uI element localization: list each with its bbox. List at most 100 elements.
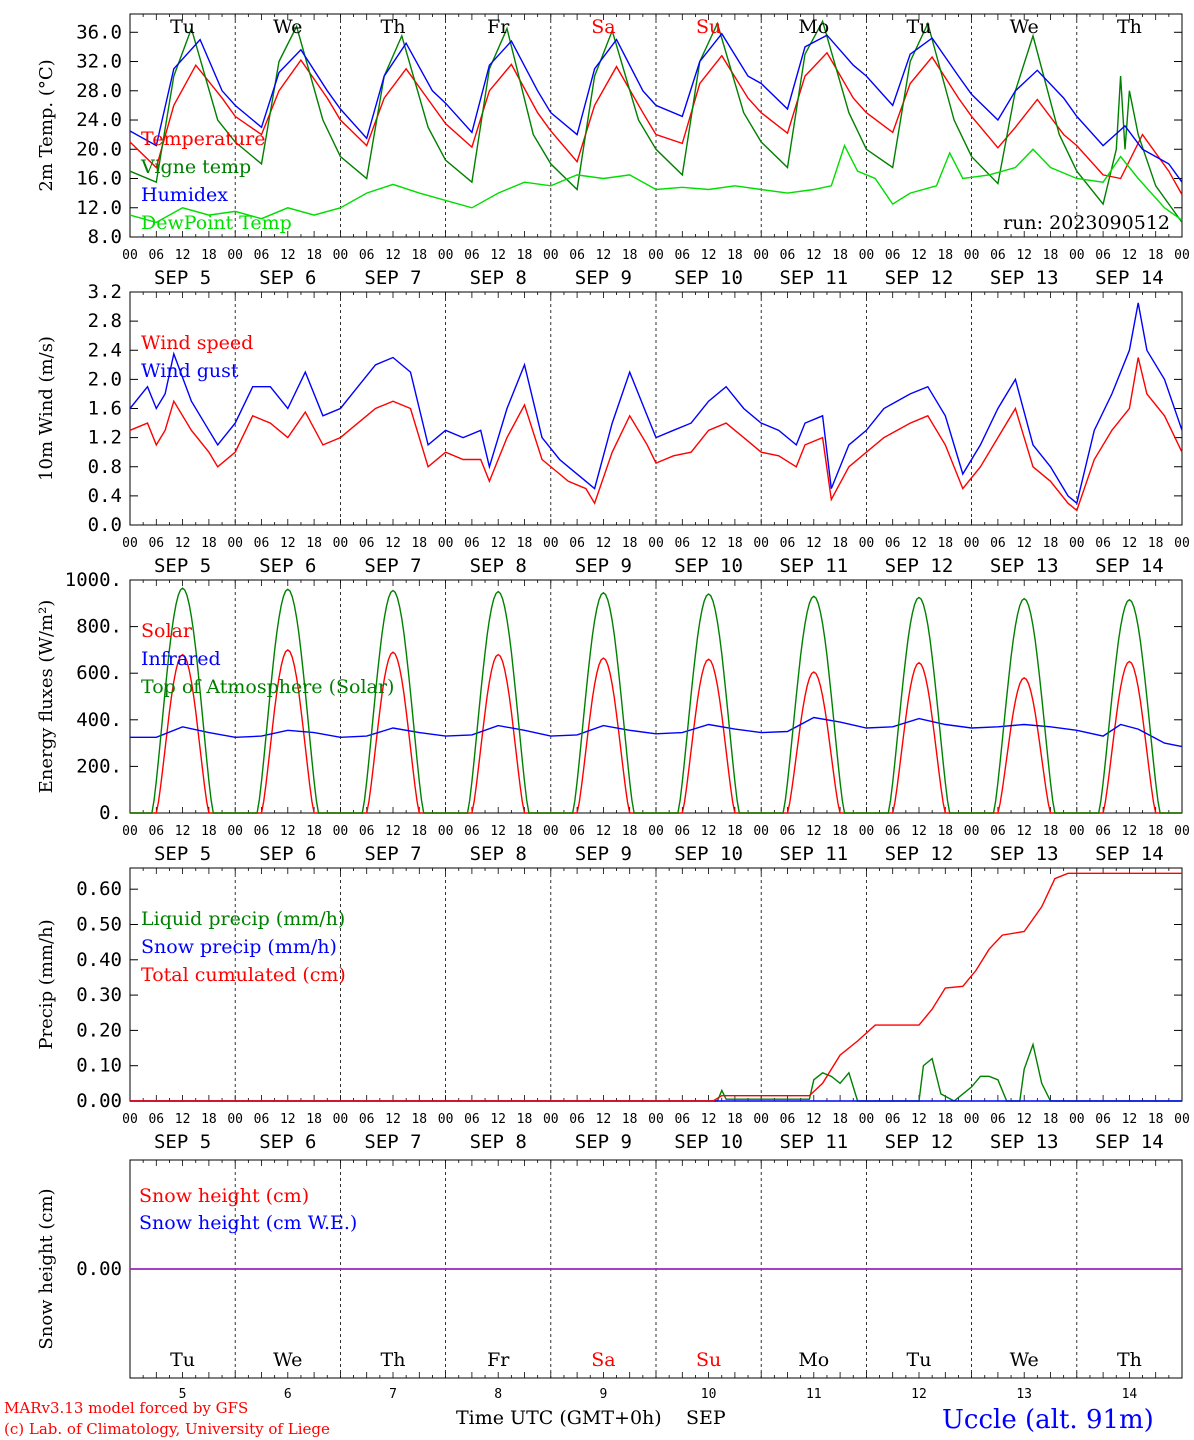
y-tick-label: 0.40 bbox=[76, 949, 122, 971]
day-name: Tu bbox=[170, 16, 195, 38]
hour-label: 18 bbox=[1043, 536, 1059, 551]
hour-label: 18 bbox=[1148, 248, 1164, 263]
day-name: We bbox=[1010, 1349, 1039, 1371]
hour-label: 00 bbox=[227, 248, 243, 263]
hour-label: 12 bbox=[911, 248, 927, 263]
hour-label: 12 bbox=[280, 824, 296, 839]
series-line-top-of-atmosphere-solar bbox=[130, 587, 1182, 814]
hour-label: 06 bbox=[674, 824, 690, 839]
panel-1: 36.0 32.0 28.0 24.0 20.0 16.0 12.0 8.0 2m Temp. … bbox=[36, 13, 1190, 289]
hour-label: 12 bbox=[490, 248, 506, 263]
hour-label: 18 bbox=[517, 1112, 533, 1127]
hour-label: 12 bbox=[280, 536, 296, 551]
day-name: Fr bbox=[487, 16, 510, 38]
day-number: 5 bbox=[179, 1387, 187, 1402]
series-line-total-cumulated-cm bbox=[130, 872, 1182, 1102]
hour-label: 06 bbox=[359, 248, 375, 263]
hour-label: 12 bbox=[1122, 1112, 1138, 1127]
hour-label: 00 bbox=[648, 824, 664, 839]
day-name: Mo bbox=[798, 1349, 829, 1371]
hour-label: 18 bbox=[1148, 536, 1164, 551]
legend-entry: Infrared bbox=[141, 648, 221, 670]
date-label: SEP 14 bbox=[1095, 267, 1164, 289]
day-name: Su bbox=[696, 16, 721, 38]
x-axis-title: Time UTC (GMT+0h) bbox=[456, 1407, 662, 1429]
date-label: SEP 6 bbox=[259, 1131, 316, 1153]
hour-label: 12 bbox=[175, 1112, 191, 1127]
y-tick-label: 28.0 bbox=[76, 80, 122, 102]
hour-label: 00 bbox=[1174, 536, 1190, 551]
hour-label: 18 bbox=[306, 824, 322, 839]
hour-label: 12 bbox=[385, 1112, 401, 1127]
y-tick-label: 36.0 bbox=[76, 21, 122, 43]
series-line-vigne-temp bbox=[129, 19, 1183, 223]
date-label: SEP 12 bbox=[885, 267, 954, 289]
hour-label: 00 bbox=[648, 248, 664, 263]
day-number: 7 bbox=[389, 1387, 397, 1402]
hour-label: 18 bbox=[1148, 824, 1164, 839]
hour-label: 12 bbox=[701, 1112, 717, 1127]
date-label: SEP 14 bbox=[1095, 1131, 1164, 1153]
hour-label: 12 bbox=[701, 824, 717, 839]
hour-label: 18 bbox=[832, 824, 848, 839]
model-credit: MARv3.13 model forced by GFS bbox=[4, 1399, 248, 1417]
day-name: Sa bbox=[591, 16, 615, 38]
hour-label: 06 bbox=[359, 824, 375, 839]
hour-label: 18 bbox=[727, 248, 743, 263]
hour-label: 00 bbox=[333, 536, 349, 551]
legend-entry: Total cumulated (cm) bbox=[141, 964, 346, 986]
day-name: Fr bbox=[487, 1349, 510, 1371]
legend-entry: Temperature bbox=[141, 128, 265, 150]
date-label: SEP 5 bbox=[154, 843, 211, 865]
hour-label: 00 bbox=[122, 248, 138, 263]
hour-label: 18 bbox=[1148, 1112, 1164, 1127]
hour-label: 06 bbox=[569, 1112, 585, 1127]
hour-label: 12 bbox=[911, 536, 927, 551]
hour-label: 00 bbox=[438, 1112, 454, 1127]
hour-label: 06 bbox=[990, 1112, 1006, 1127]
y-axis-label: Precip (mm/h) bbox=[36, 919, 57, 1049]
legend-entry: Snow precip (mm/h) bbox=[141, 936, 337, 958]
hour-label: 00 bbox=[122, 536, 138, 551]
hour-label: 18 bbox=[1043, 248, 1059, 263]
hour-label: 06 bbox=[780, 824, 796, 839]
y-tick-label: 0.4 bbox=[88, 485, 122, 507]
y-tick-label: 0.0 bbox=[88, 514, 122, 536]
run-annotation: run: 2023090512 bbox=[1003, 212, 1170, 234]
hour-label: 18 bbox=[832, 1112, 848, 1127]
hour-label: 06 bbox=[990, 248, 1006, 263]
y-tick-label: 800. bbox=[76, 616, 122, 638]
hour-label: 18 bbox=[937, 824, 953, 839]
hour-label: 06 bbox=[1095, 824, 1111, 839]
hour-label: 00 bbox=[227, 824, 243, 839]
hour-label: 06 bbox=[569, 824, 585, 839]
date-label: SEP 7 bbox=[364, 555, 421, 577]
hour-label: 06 bbox=[780, 1112, 796, 1127]
y-tick-label: 0.50 bbox=[76, 913, 122, 935]
hour-label: 12 bbox=[490, 1112, 506, 1127]
hour-label: 06 bbox=[1095, 248, 1111, 263]
hour-label: 00 bbox=[964, 824, 980, 839]
hour-label: 18 bbox=[201, 248, 217, 263]
hour-label: 06 bbox=[885, 248, 901, 263]
hour-label: 06 bbox=[885, 824, 901, 839]
hour-label: 00 bbox=[753, 248, 769, 263]
hour-label: 12 bbox=[490, 824, 506, 839]
hour-label: 00 bbox=[648, 1112, 664, 1127]
hour-label: 18 bbox=[727, 536, 743, 551]
hour-label: 00 bbox=[543, 536, 559, 551]
hour-label: 12 bbox=[701, 536, 717, 551]
y-axis-label: 10m Wind (m/s) bbox=[36, 336, 57, 481]
hour-label: 12 bbox=[596, 1112, 612, 1127]
y-axis-label: Energy fluxes (W/m²) bbox=[36, 600, 57, 794]
hour-label: 00 bbox=[438, 248, 454, 263]
date-label: SEP 6 bbox=[259, 267, 316, 289]
hour-label: 00 bbox=[859, 536, 875, 551]
hour-label: 00 bbox=[859, 248, 875, 263]
hour-label: 12 bbox=[175, 824, 191, 839]
y-tick-label: 0.00 bbox=[76, 1258, 122, 1280]
hour-label: 00 bbox=[1069, 824, 1085, 839]
y-tick-label: 400. bbox=[76, 709, 122, 731]
date-label: SEP 11 bbox=[779, 555, 848, 577]
